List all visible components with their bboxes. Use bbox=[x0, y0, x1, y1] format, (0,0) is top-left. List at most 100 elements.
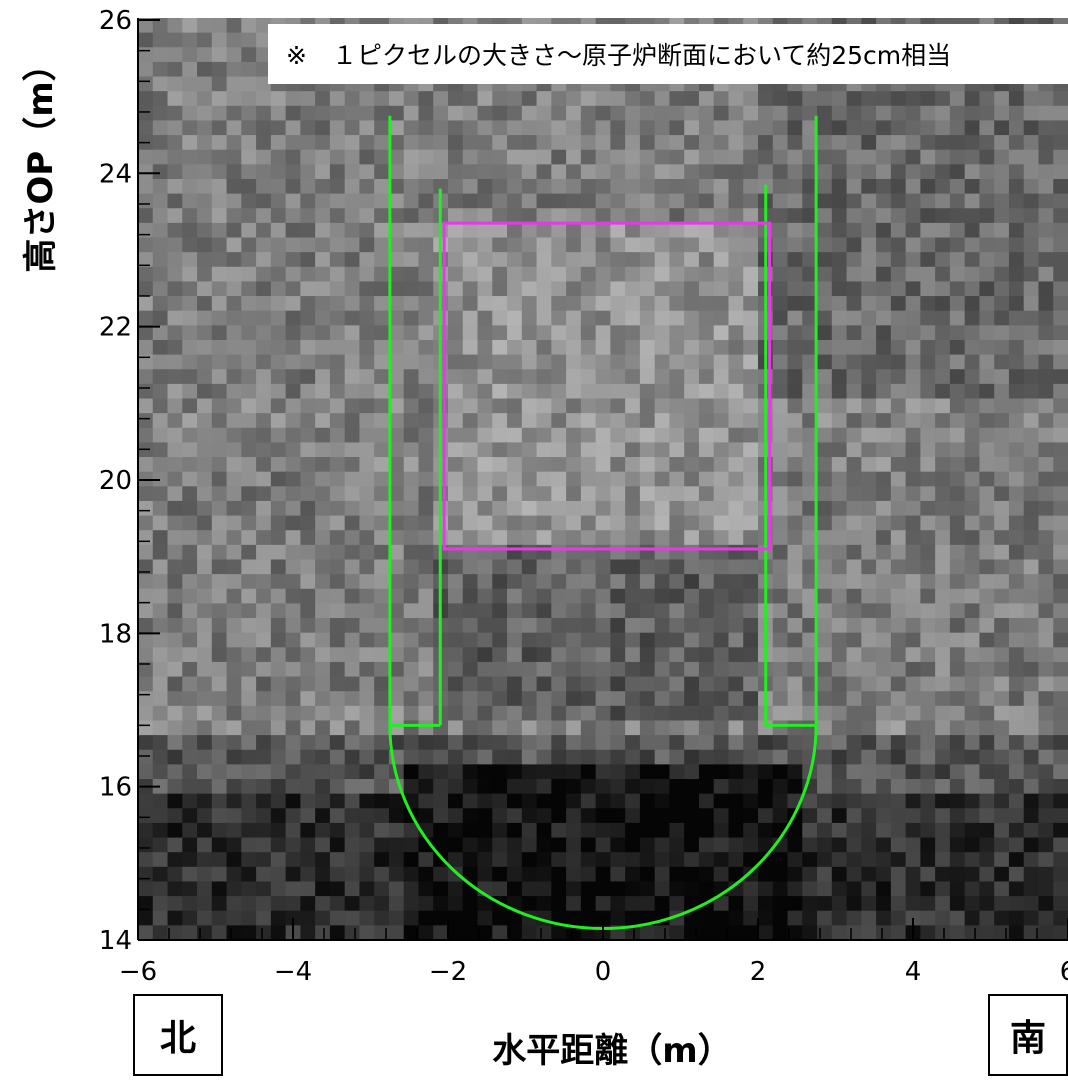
heatmap-cell bbox=[182, 178, 198, 195]
heatmap-cell bbox=[300, 252, 316, 268]
heatmap-cell bbox=[890, 354, 907, 370]
heatmap-cell bbox=[344, 105, 361, 122]
heatmap-cell bbox=[374, 837, 390, 853]
heatmap-cell bbox=[654, 281, 671, 297]
heatmap-cell bbox=[713, 486, 730, 502]
heatmap-cell bbox=[300, 325, 316, 341]
heatmap-cell bbox=[772, 866, 789, 883]
heatmap-cell bbox=[595, 691, 611, 707]
heatmap-cell bbox=[1038, 266, 1054, 283]
heatmap-cell bbox=[949, 837, 966, 853]
heatmap-cell bbox=[994, 310, 1010, 326]
heatmap-cell bbox=[890, 735, 907, 751]
heatmap-cell bbox=[182, 135, 198, 151]
heatmap-cell bbox=[979, 691, 995, 707]
heatmap-cell bbox=[698, 296, 715, 312]
heatmap-cell bbox=[713, 354, 730, 370]
heatmap-cell bbox=[138, 764, 154, 780]
heatmap-cell bbox=[256, 61, 272, 78]
heatmap-cell bbox=[329, 91, 346, 107]
heatmap-cell bbox=[920, 925, 936, 940]
heatmap-cell bbox=[138, 661, 154, 678]
heatmap-cell bbox=[713, 896, 730, 912]
heatmap-cell bbox=[654, 691, 671, 707]
heatmap-cell bbox=[536, 105, 552, 122]
heatmap-cell bbox=[654, 618, 671, 634]
heatmap-cell bbox=[300, 91, 316, 107]
heatmap-cell bbox=[551, 91, 567, 107]
heatmap-cell bbox=[388, 296, 405, 312]
heatmap-cell bbox=[1038, 661, 1054, 678]
heatmap-cell bbox=[876, 735, 892, 751]
heatmap-cell bbox=[182, 647, 198, 663]
heatmap-cell bbox=[211, 76, 228, 92]
heatmap-cell bbox=[448, 354, 464, 370]
heatmap-cell bbox=[625, 471, 641, 487]
heatmap-cell bbox=[610, 720, 626, 736]
heatmap-cell bbox=[536, 222, 552, 239]
heatmap-cell bbox=[462, 837, 479, 853]
heatmap-cell bbox=[1038, 837, 1054, 853]
heatmap-cell bbox=[964, 632, 981, 648]
heatmap-cell bbox=[507, 178, 523, 195]
heatmap-cell bbox=[802, 925, 818, 940]
heatmap-cell bbox=[698, 208, 715, 224]
heatmap-cell bbox=[492, 808, 508, 824]
heatmap-cell bbox=[802, 339, 818, 356]
heatmap-cell bbox=[315, 178, 331, 195]
heatmap-cell bbox=[595, 559, 611, 575]
heatmap-cell bbox=[315, 866, 331, 883]
heatmap-cell bbox=[536, 866, 552, 883]
heatmap-cell bbox=[979, 837, 995, 853]
heatmap-cell bbox=[197, 237, 213, 253]
heatmap-cell bbox=[935, 500, 951, 517]
heatmap-cell bbox=[256, 325, 272, 341]
heatmap-cell bbox=[595, 837, 611, 853]
heatmap-cell bbox=[787, 178, 803, 195]
heatmap-cell bbox=[270, 471, 287, 487]
heatmap-cell bbox=[448, 296, 464, 312]
heatmap-cell bbox=[551, 603, 567, 619]
heatmap-cell bbox=[344, 237, 361, 253]
heatmap-cell bbox=[566, 266, 582, 283]
heatmap-cell bbox=[831, 808, 848, 824]
heatmap-cell bbox=[876, 588, 892, 604]
heatmap-cell bbox=[448, 281, 464, 297]
heatmap-cell bbox=[359, 178, 375, 195]
heatmap-cell bbox=[1053, 354, 1068, 370]
heatmap-cell bbox=[1053, 105, 1068, 122]
heatmap-cell bbox=[876, 530, 892, 546]
heatmap-cell bbox=[905, 325, 921, 341]
heatmap-cell bbox=[1053, 720, 1068, 736]
heatmap-cell bbox=[817, 369, 833, 385]
heatmap-cell bbox=[1038, 896, 1054, 912]
heatmap-cell bbox=[521, 339, 538, 356]
heatmap-cell bbox=[388, 925, 405, 940]
heatmap-cell bbox=[388, 266, 405, 283]
heatmap-cell bbox=[256, 896, 272, 912]
heatmap-cell bbox=[492, 383, 508, 400]
heatmap-cell bbox=[831, 413, 848, 429]
heatmap-cell bbox=[728, 735, 744, 751]
heatmap-cell bbox=[344, 193, 361, 209]
heatmap-cell bbox=[1008, 427, 1025, 444]
heatmap-cell bbox=[802, 457, 818, 473]
heatmap-cell bbox=[979, 310, 995, 326]
heatmap-cell bbox=[743, 691, 759, 707]
heatmap-cell bbox=[817, 178, 833, 195]
heatmap-cell bbox=[654, 603, 671, 619]
heatmap-cell bbox=[876, 149, 892, 165]
heatmap-cell bbox=[698, 530, 715, 546]
heatmap-cell bbox=[905, 705, 921, 722]
heatmap-cell bbox=[507, 808, 523, 824]
heatmap-cell bbox=[669, 339, 685, 356]
heatmap-cell bbox=[610, 866, 626, 883]
heatmap-cell bbox=[817, 661, 833, 678]
heatmap-cell bbox=[448, 149, 464, 165]
heatmap-cell bbox=[935, 413, 951, 429]
heatmap-cell bbox=[1023, 793, 1040, 809]
heatmap-cell bbox=[713, 632, 730, 648]
heatmap-cell bbox=[388, 603, 405, 619]
heatmap-cell bbox=[625, 398, 641, 414]
heatmap-cell bbox=[300, 910, 316, 926]
